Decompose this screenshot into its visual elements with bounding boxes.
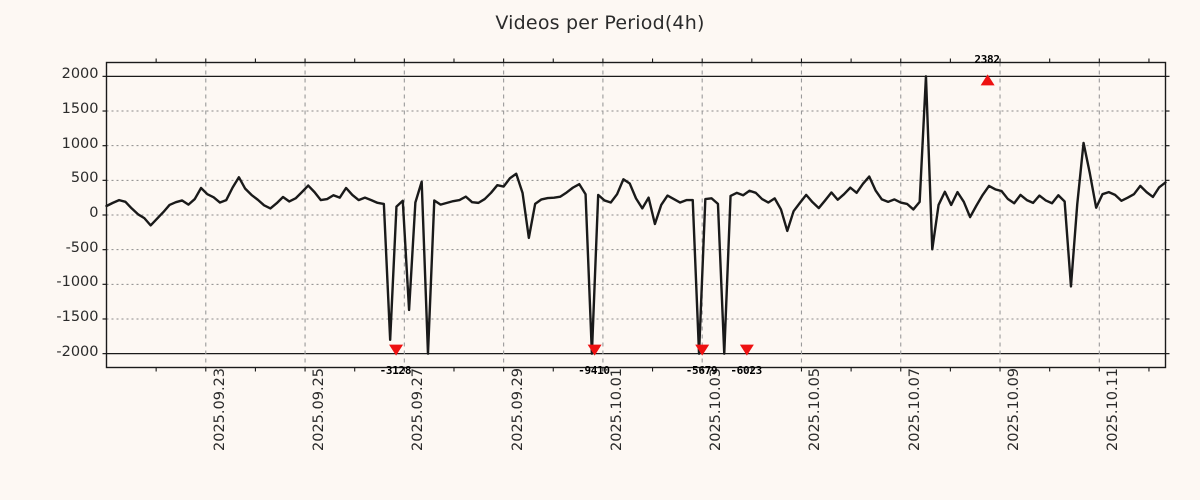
data-point-annotation: -5679	[685, 363, 718, 377]
y-tick-label: 2000	[61, 66, 99, 83]
x-tick-label: 2025.10.05	[807, 367, 824, 451]
y-tick-label: 0	[89, 205, 99, 221]
data-series-line	[105, 75, 1167, 355]
chart-title: Videos per Period(4h)	[495, 12, 705, 34]
x-tick-label: 2025.09.23	[211, 367, 228, 451]
clip-marker-down-icon	[389, 344, 404, 356]
y-tick-label: 1000	[61, 135, 99, 152]
clip-marker-down-icon	[695, 344, 710, 356]
axes-frame	[105, 61, 1167, 369]
x-tick-label: 2025.09.25	[311, 367, 328, 451]
y-tick-label: 1500	[61, 101, 99, 118]
x-tick-label: 2025.09.27	[410, 367, 427, 451]
x-tick-label: 2025.10.01	[608, 367, 625, 451]
x-tick-label: 2025.10.07	[906, 367, 923, 451]
data-point-annotation: -9410	[578, 363, 610, 377]
data-point-annotation: 2382	[974, 53, 1000, 67]
y-tick-label: -2000	[56, 343, 99, 360]
data-point-annotation: -6023	[730, 363, 762, 377]
clip-marker-down-icon	[739, 344, 754, 356]
y-tick-label: -1500	[56, 308, 99, 325]
x-tick-label: 2025.10.11	[1105, 367, 1122, 451]
x-tick-label: 2025.10.09	[1006, 367, 1023, 451]
y-tick-label: 500	[70, 170, 99, 187]
clip-marker-down-icon	[587, 344, 602, 356]
y-tick-label: -500	[65, 239, 99, 256]
y-tick-label: -1000	[56, 274, 99, 291]
x-tick-label: 2025.10.03	[708, 367, 725, 451]
data-point-annotation: -3128	[379, 363, 412, 377]
clip-marker-up-icon	[980, 74, 995, 86]
x-tick-label: 2025.09.29	[509, 367, 526, 451]
